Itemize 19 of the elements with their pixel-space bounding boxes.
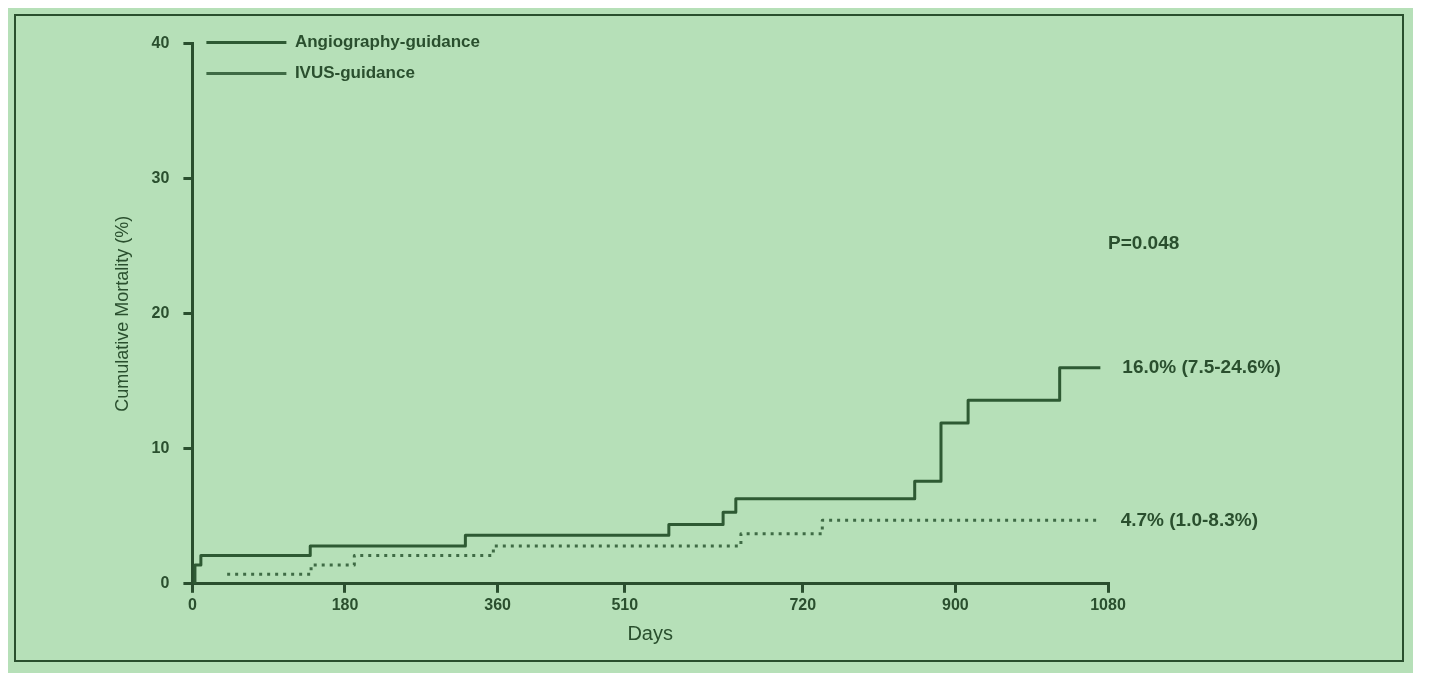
y-tick-label: 30: [151, 169, 170, 187]
y-tick-label: 0: [160, 574, 170, 592]
x-tick-label: 180: [331, 595, 359, 613]
text: 16.0% (7.5-24.6%): [1122, 355, 1281, 377]
x-tick-label: 0: [187, 595, 197, 613]
x-axis-title: Days: [627, 621, 673, 644]
y-axis-title: Cumulative Mortality (%): [111, 215, 132, 412]
legend-label: Angiography-guidance: [294, 32, 481, 52]
legend-label: IVUS-guidance: [294, 63, 415, 83]
annotation: P=0.048: [1108, 231, 1180, 253]
y-tick-label: 10: [151, 439, 170, 457]
y-tick-label: 20: [151, 304, 170, 322]
x-tick-label: 720: [789, 595, 817, 613]
x-tick-label: 360: [484, 595, 512, 613]
x-tick-label: 900: [942, 595, 969, 613]
text: 4.7% (1.0-8.3%): [1120, 508, 1258, 530]
x-tick-label: 1080: [1090, 595, 1126, 613]
x-tick-label: 510: [611, 595, 639, 613]
y-tick-label: 40: [151, 34, 170, 52]
